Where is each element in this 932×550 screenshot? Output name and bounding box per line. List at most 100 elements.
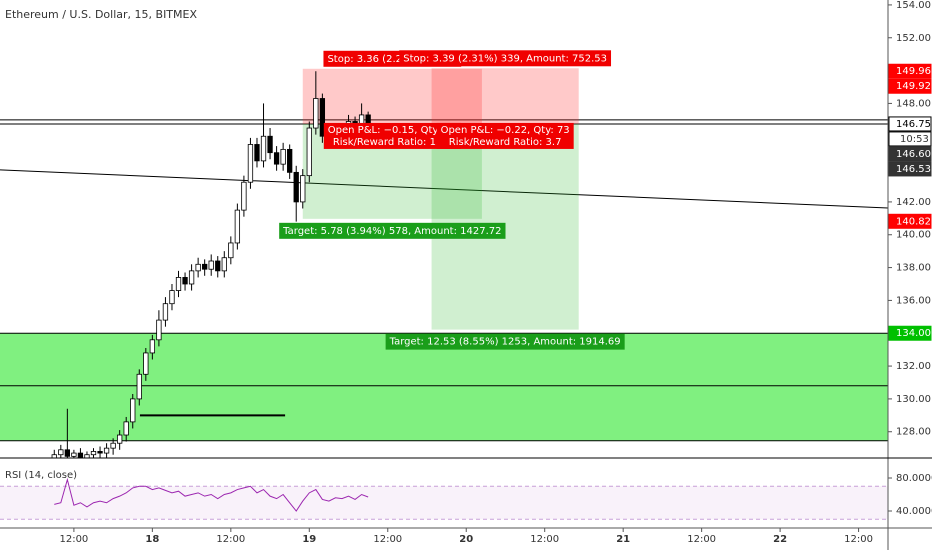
label-box [399,50,612,67]
rr-text: Risk/Reward Ratio: 1.72 [333,137,452,148]
y-tick-label: 138.00 [896,263,931,274]
price-badge [888,78,932,94]
candle-body [300,175,306,203]
price-badge [888,213,932,229]
label-text: Stop: 3.39 (2.31%) 339, Amount: 752.53 [403,53,607,64]
position-label: Target: 5.78 (3.94%) 578, Amount: 1427.7… [279,222,506,239]
y-tick-label: 132.00 [896,361,931,372]
candle-body [103,447,110,454]
rr-text: Risk/Reward Ratio: 3.7 [449,137,562,148]
stop-zone [431,68,579,124]
x-tick-label: 19 [302,534,316,545]
candle-body [287,148,293,173]
countdown: 10:53 [900,134,929,145]
candle-body [241,181,247,211]
candle-body [267,135,273,154]
candle-body [97,451,103,454]
x-tick-label: 12:00 [373,534,402,545]
position-label: Stop: 3.39 (2.31%) 339, Amount: 752.53 [399,50,612,67]
candle-body [254,144,260,162]
candle-body [221,257,227,272]
label-text: Stop: 3.36 (2.29%) 336, A [327,54,457,65]
rsi-pane [0,477,888,520]
price-badge [888,325,932,341]
price-badge [888,63,932,79]
candle-body [90,451,97,456]
position-label: Target: 12.53 (8.55%) 1253, Amount: 1914… [385,333,625,350]
price-badge-label: 149.96 [896,66,931,77]
candle-body [123,421,129,436]
price-badge-label: 134.00 [896,328,931,339]
candle-body [260,135,267,162]
label-text: Target: 12.53 (8.55%) 1253, Amount: 1914… [389,337,621,348]
y-tick-label: 130.00 [896,394,931,405]
x-tick-label: 12:00 [59,534,88,545]
candle-body [136,373,142,400]
y-tick-label: 136.00 [896,295,931,306]
y-tick-label: 154.00 [896,0,931,11]
y-tick-label: 152.00 [896,33,931,44]
price-pane [0,68,888,458]
candle-body [208,260,214,270]
candle-body [215,260,221,272]
price-badge-label: 146.60 [896,149,931,160]
y-tick-label: 148.00 [896,98,931,109]
y-tick-label: 128.00 [896,427,931,438]
label-box [436,122,574,149]
x-tick-label: 21 [616,534,630,545]
candle-body [365,114,371,125]
price-badge [888,116,932,132]
candle-body [306,127,312,177]
candle-body [64,449,71,457]
price-badge-label: 149.92 [896,81,931,92]
candle-body [110,442,116,449]
x-tick-label: 22 [773,534,787,545]
label-box [279,222,506,239]
candle-body [51,454,57,458]
label-box [385,333,625,350]
candle-body [182,277,188,285]
chart-title: Ethereum / U.S. Dollar, 15, BITMEX [5,8,197,21]
candle-body [247,144,254,183]
rsi-line [54,477,369,512]
y-tick-label: 142.00 [896,197,931,208]
support-zone [0,333,888,441]
candle-body [228,242,234,259]
candle-body [169,290,175,305]
candle-body [84,454,90,458]
candle-body [117,434,123,444]
candle-body [188,270,195,285]
price-badge-label: 146.53 [896,164,931,175]
candle-body [58,449,64,456]
candle-body [149,339,156,354]
x-tick-label: 18 [145,534,159,545]
price-badge [888,161,932,177]
rsi-title: RSI (14, close) [5,470,77,481]
rsi-tick-label: 80.0000 [896,473,932,484]
rsi-band [0,486,888,520]
price-badge-label: 146.75 [896,119,931,130]
price-badge [888,146,932,162]
candle-body [130,398,136,423]
candle-body [143,352,149,375]
label-text: Target: 5.78 (3.94%) 578, Amount: 1427.7… [282,226,501,237]
stop-zone [302,68,482,124]
candle-body [313,98,319,129]
candle-body [77,452,84,458]
rsi-tick-label: 40.0000 [896,506,932,517]
candle-body [71,452,77,457]
x-tick-label: 12:00 [844,534,873,545]
x-tick-label: 20 [459,534,473,545]
candle-body [175,277,182,291]
candle-body [293,171,299,203]
pnl-text: Open P&L: −0.15, Qty: 74 [328,125,457,136]
candle-body [319,98,326,137]
price-badge-label: 140.82 [896,216,931,227]
candle-body [195,263,201,272]
y-tick-label: 140.00 [896,230,931,241]
candle-body [273,152,280,165]
